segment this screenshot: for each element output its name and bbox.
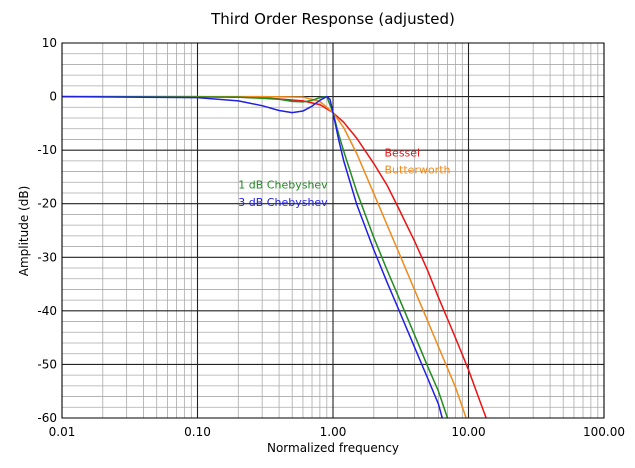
tick-labels: 0.01 0.10 1.00 10.00 100.00 10 0 -10 -20 -30 -40 -5…: [37, 36, 625, 439]
y-tick-label: 10: [42, 36, 57, 50]
x-tick-label: 10.00: [451, 425, 485, 439]
series-annotation: Butterworth: [385, 164, 451, 177]
series-line-3-db-chebyshev: [61, 95, 443, 419]
y-tick-label: -10: [37, 143, 57, 157]
series-line-bessel: [62, 95, 487, 419]
y-tick-label: -50: [37, 357, 57, 371]
y-tick-label: -60: [37, 411, 57, 425]
y-tick-label: 0: [49, 90, 57, 104]
series-annotation: 1 dB Chebyshev: [238, 179, 328, 192]
y-axis-label: Amplitude (dB): [17, 186, 31, 277]
x-axis-label: Normalized frequency: [267, 441, 399, 455]
series-group: [61, 95, 487, 419]
x-tick-label: 1.00: [320, 425, 347, 439]
plot-frame: [61, 42, 605, 419]
series-annotation: Bessel: [385, 147, 421, 160]
series-line-1-db-chebyshev: [61, 95, 449, 419]
x-tick-label: 0.01: [49, 425, 76, 439]
x-tick-label: 100.00: [583, 425, 625, 439]
grid: [61, 42, 605, 419]
series-annotation: 3 dB Chebyshev: [238, 196, 328, 209]
y-tick-label: -20: [37, 197, 57, 211]
chart-title: Third Order Response (adjusted): [210, 10, 455, 28]
series-line-butterworth: [62, 95, 467, 419]
annotations: Bessel Butterworth 1 dB Chebyshev 3 dB Cheb…: [238, 147, 450, 209]
y-tick-label: -30: [37, 250, 57, 264]
y-tick-label: -40: [37, 304, 57, 318]
x-tick-label: 0.10: [184, 425, 211, 439]
